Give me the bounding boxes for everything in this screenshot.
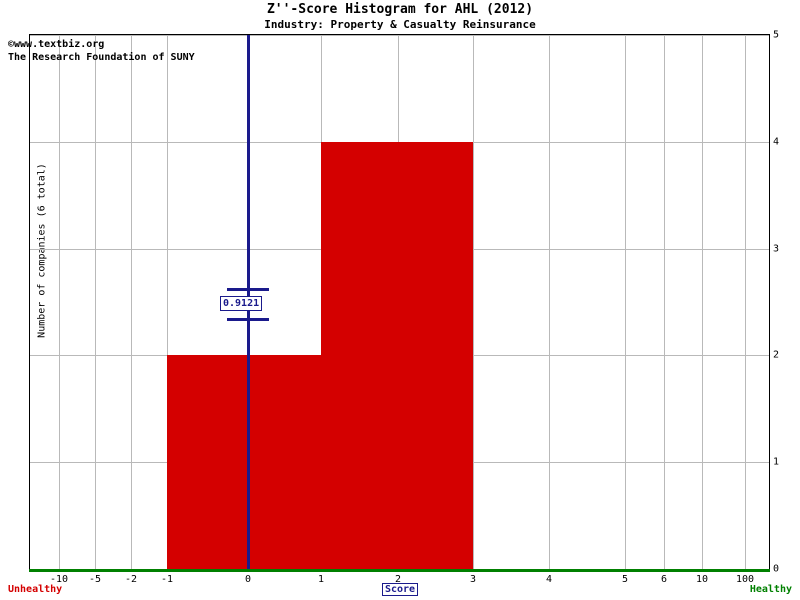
y-gridline (30, 35, 769, 36)
y-tick-label: 0 (773, 563, 780, 575)
chart-subtitle: Industry: Property & Casualty Reinsuranc… (264, 18, 536, 31)
x-gridline (95, 35, 96, 569)
copyright-line-2: The Research Foundation of SUNY (8, 52, 195, 63)
x-axis-title: Score (0, 583, 800, 596)
x-tick-label: -2 (124, 574, 138, 585)
copyright-watermark: ©www.textbiz.org The Research Foundation… (8, 38, 195, 64)
healthy-axis-line (29, 569, 770, 572)
plot-area: Number of companies (6 total) 0 1 2 3 4 5 0.91… (28, 30, 779, 575)
y-tick-label: 2 (773, 349, 780, 361)
unhealthy-label: Unhealthy (8, 584, 63, 595)
x-axis-title-text: Score (381, 583, 419, 596)
y-tick-label: 5 (773, 29, 780, 41)
x-gridline (702, 35, 703, 569)
healthy-label: Healthy (749, 584, 792, 595)
x-tick-label: 10 (695, 574, 709, 585)
x-tick-label: 100 (735, 574, 755, 585)
x-gridline (59, 35, 60, 569)
x-gridline (549, 35, 550, 569)
y-axis-title-text: Number of companies (6 total) (36, 163, 48, 338)
chart-title: Z''-Score Histogram for AHL (2012) (266, 2, 534, 17)
score-marker-cap (227, 318, 269, 321)
x-tick-label: 6 (660, 574, 668, 585)
copyright-line-1: ©www.textbiz.org (8, 39, 105, 50)
x-tick-label: 1 (317, 574, 325, 585)
y-tick-label: 3 (773, 243, 780, 255)
y-tick-label: 4 (773, 136, 780, 148)
x-gridline (745, 35, 746, 569)
x-gridline (167, 35, 168, 569)
x-tick-label: 0 (244, 574, 252, 585)
x-tick-label: -5 (88, 574, 102, 585)
y-axis-title: Number of companies (6 total) (28, 35, 52, 571)
histogram-bar (321, 141, 473, 569)
histogram-bar (167, 355, 321, 569)
score-marker-label: 0.9121 (220, 296, 263, 311)
score-marker-cap (227, 288, 269, 291)
x-tick-label: 3 (469, 574, 477, 585)
y-tick-label: 1 (773, 456, 780, 468)
x-gridline (625, 35, 626, 569)
x-tick-label: 4 (545, 574, 553, 585)
x-gridline (131, 35, 132, 569)
x-tick-label: -10 (49, 574, 69, 585)
x-gridline (664, 35, 665, 569)
x-tick-label: 5 (621, 574, 629, 585)
x-tick-label: -1 (160, 574, 174, 585)
x-gridline (473, 35, 474, 569)
x-tick-label: 2 (394, 574, 402, 585)
